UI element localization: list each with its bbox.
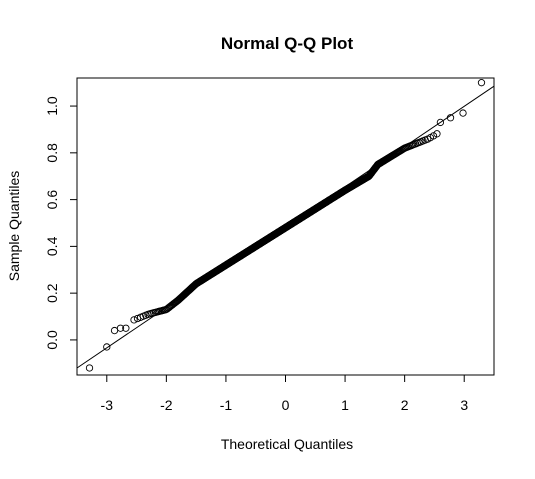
x-axis: -3 -2 -1 0 1 2 3 xyxy=(101,375,468,413)
data-point xyxy=(85,364,94,372)
y-tick-label: 1.0 xyxy=(44,96,60,116)
x-tick-label: -2 xyxy=(160,397,173,413)
data-points-layer xyxy=(85,79,486,372)
y-axis: 0.0 0.2 0.4 0.6 0.8 1.0 xyxy=(44,96,77,350)
data-point xyxy=(110,326,119,335)
y-tick-label: 0.4 xyxy=(44,236,60,256)
data-point xyxy=(116,324,125,332)
y-axis-label: Sample Quantiles xyxy=(6,171,22,282)
data-point xyxy=(429,132,438,140)
data-point xyxy=(433,130,441,138)
x-tick-label: 0 xyxy=(282,397,290,413)
y-tick-label: 0.6 xyxy=(44,190,60,210)
chart-title: Normal Q-Q Plot xyxy=(221,34,354,53)
x-tick-label: -3 xyxy=(101,397,114,413)
x-axis-label: Theoretical Quantiles xyxy=(221,436,353,452)
y-tick-label: 0.8 xyxy=(44,143,60,163)
y-tick-label: 0.2 xyxy=(44,283,60,303)
data-point xyxy=(477,79,486,87)
data-point xyxy=(103,343,111,351)
y-tick-label: 0.0 xyxy=(44,330,60,350)
data-point xyxy=(122,324,130,332)
data-point xyxy=(446,114,455,122)
data-point xyxy=(459,109,467,117)
x-tick-label: -1 xyxy=(220,397,233,413)
data-point xyxy=(130,316,138,324)
data-point xyxy=(436,118,445,127)
x-tick-label: 2 xyxy=(401,397,409,413)
x-tick-label: 3 xyxy=(460,397,468,413)
x-tick-label: 1 xyxy=(341,397,349,413)
